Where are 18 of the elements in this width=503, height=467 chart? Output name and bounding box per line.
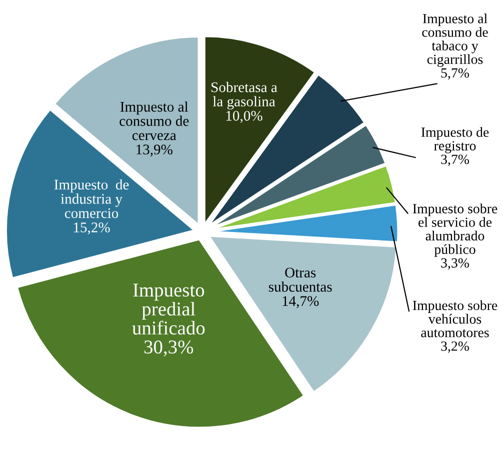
slice-label: Otras subcuentas <box>268 268 332 292</box>
slice-label: Impuesto predial unificado <box>132 284 205 335</box>
slice-label: Impuesto sobre vehículos automotores <box>412 300 498 338</box>
slice-label: Impuesto al consumo de cerveza <box>120 101 189 140</box>
slice-label: Impuesto de registro <box>421 127 489 154</box>
slice-label: Impuesto al consumo de tabaco y cigarrillos <box>422 14 488 67</box>
data-label: 3,2% <box>441 341 469 353</box>
data-label: 30,3% <box>144 340 194 356</box>
slice-label: Impuesto sobre el servicio de alumbrado público <box>412 204 498 257</box>
data-label: 14,7% <box>282 296 319 308</box>
data-label: 3,3% <box>441 258 469 270</box>
data-label: 10,0% <box>226 110 262 123</box>
data-label: 5,7% <box>441 68 469 80</box>
slice-label: Impuesto de industria y comercio <box>54 179 129 218</box>
data-label: 3,7% <box>441 154 469 166</box>
data-label: 13,9% <box>136 144 172 157</box>
slice-label: Sobretasa a la gasolina <box>212 82 278 110</box>
data-label: 15,2% <box>74 222 110 234</box>
